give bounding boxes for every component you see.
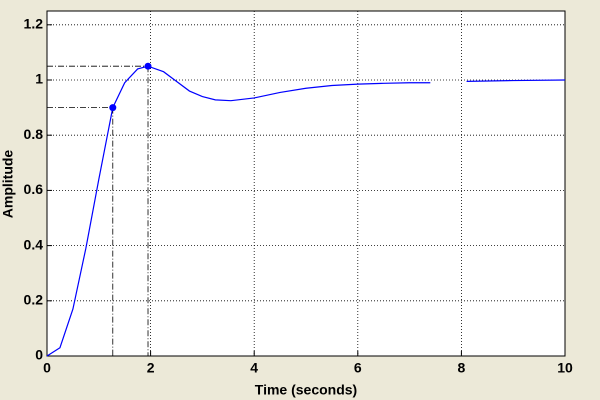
x-tick-label: 10 xyxy=(557,360,573,376)
x-tick-label: 4 xyxy=(250,360,258,376)
y-tick-label: 0.2 xyxy=(24,292,44,308)
axes-box xyxy=(46,10,566,357)
x-tick-label: 6 xyxy=(354,360,362,376)
x-tick-label: 8 xyxy=(458,360,466,376)
y-tick-label: 0 xyxy=(35,347,43,363)
y-axis-label: Amplitude xyxy=(0,150,16,219)
y-tick-label: 1.2 xyxy=(24,16,44,32)
x-axis-label: Time (seconds) xyxy=(255,382,357,398)
x-tick-label: 0 xyxy=(43,360,51,376)
y-tick-label: 1 xyxy=(35,71,43,87)
y-tick-label: 0.4 xyxy=(24,236,44,252)
line xyxy=(46,65,566,357)
plot-area xyxy=(47,11,565,356)
x-tick-label: 2 xyxy=(147,360,155,376)
marker xyxy=(144,62,152,70)
y-tick-label: 0.6 xyxy=(24,181,44,197)
y-tick-label: 0.8 xyxy=(24,126,44,142)
marker xyxy=(109,104,117,112)
